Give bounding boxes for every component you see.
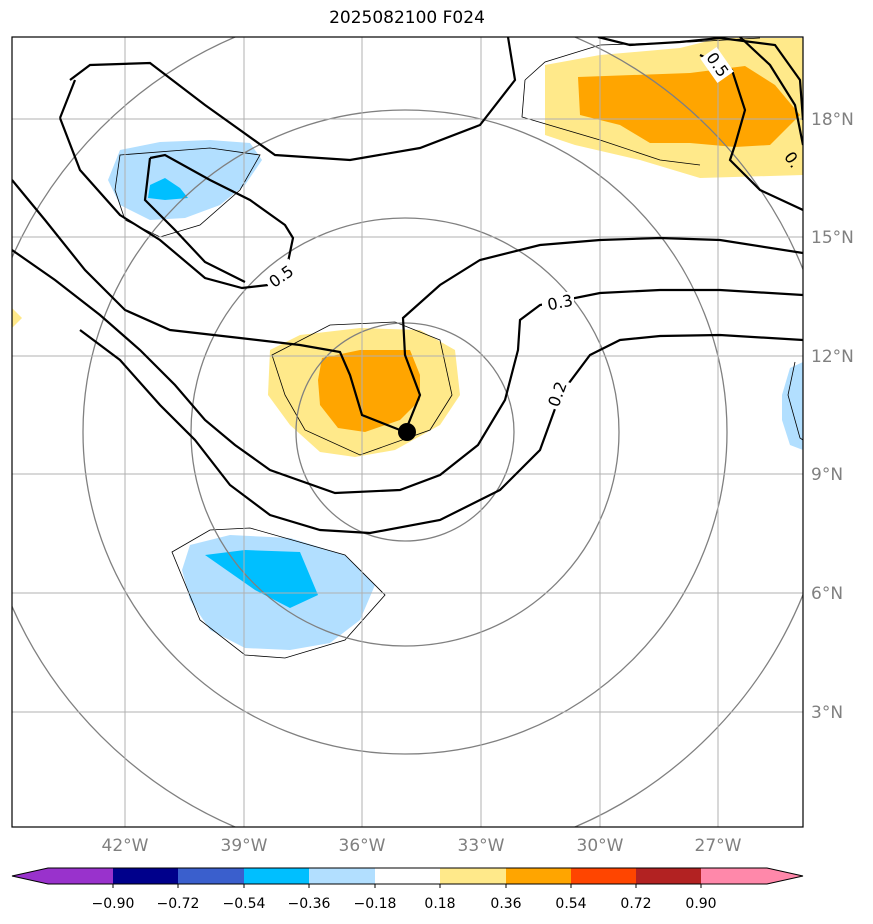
lon-label-36w: 36°W	[339, 836, 386, 856]
colorbar-tick-2: −0.54	[223, 896, 266, 912]
lon-label-30w: 30°W	[577, 836, 624, 856]
colorbar-extend-low	[12, 868, 48, 884]
storm-center-marker	[398, 423, 416, 441]
colorbar-tick-0: −0.90	[92, 896, 135, 912]
positive-region-center-orange	[318, 350, 420, 432]
lon-label-27w: 27°W	[695, 836, 742, 856]
lon-label-42w: 42°W	[102, 836, 149, 856]
colorbar-tick-1: −0.72	[157, 896, 200, 912]
colorbar-tick-5: 0.18	[424, 896, 455, 912]
latitude-labels: 18°N 15°N 12°N 9°N 6°N 3°N	[811, 110, 854, 723]
negative-region-east-edge	[782, 362, 803, 450]
range-rings	[12, 37, 803, 827]
colorbar-segment-4	[309, 868, 375, 884]
colorbar-tick-8: 0.72	[620, 896, 651, 912]
map-frame	[11, 36, 804, 828]
colorbar-segment-9	[636, 868, 701, 884]
colorbar-tick-3: −0.36	[288, 896, 331, 912]
colorbar-segment-10	[701, 868, 767, 884]
colorbar-tick-9: 0.90	[685, 896, 716, 912]
lat-label-9n: 9°N	[811, 465, 843, 485]
colorbar-segment-3	[244, 868, 309, 884]
colorbar-tick-6: 0.36	[490, 896, 521, 912]
map-title: 2025082100 F024	[329, 8, 485, 28]
colorbar-tick-7: 0.54	[555, 896, 586, 912]
colorbar: −0.90 −0.72 −0.54 −0.36 −0.18 0.18 0.36 …	[11, 867, 804, 912]
colorbar-segment-5	[375, 868, 440, 884]
colorbar-tick-4: −0.18	[354, 896, 397, 912]
contour-label-edge: 0.	[780, 148, 804, 171]
colorbar-segment-0	[48, 868, 113, 884]
negative-region-nw-mid	[148, 178, 188, 200]
colorbar-segment-6	[440, 868, 506, 884]
colorbar-segment-7	[506, 868, 571, 884]
colorbar-segment-2	[178, 868, 244, 884]
contour-label-03: 0.3	[546, 291, 575, 315]
colorbar-extend-high	[767, 868, 803, 884]
colorbar-segment-8	[571, 868, 636, 884]
lat-label-15n: 15°N	[811, 228, 854, 248]
lon-label-33w: 33°W	[458, 836, 505, 856]
graticule	[12, 37, 803, 827]
lat-label-6n: 6°N	[811, 584, 843, 604]
lat-label-18n: 18°N	[811, 110, 854, 130]
lat-label-12n: 12°N	[811, 347, 854, 367]
lat-label-3n: 3°N	[811, 703, 843, 723]
longitude-labels: 42°W 39°W 36°W 33°W 30°W 27°W	[102, 836, 742, 856]
positive-region-west-edge	[12, 308, 22, 328]
positive-region-ne-orange	[578, 66, 800, 147]
colorbar-segment-1	[113, 868, 178, 884]
lon-label-39w: 39°W	[221, 836, 268, 856]
